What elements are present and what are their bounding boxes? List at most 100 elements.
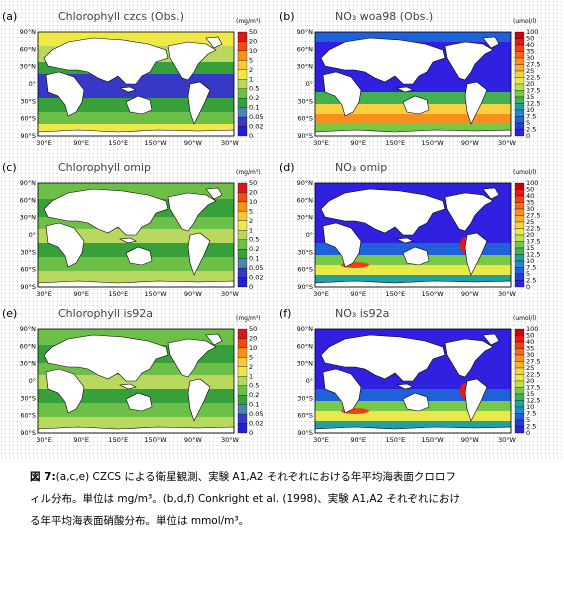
lon-tick-label: 150°W: [145, 436, 168, 444]
lon-tick-label: 90°W: [461, 290, 480, 298]
colorbar-segment: [237, 395, 248, 405]
map-frame: [314, 182, 512, 288]
colorbar-segment: [514, 273, 525, 281]
colorbar-segment: [237, 328, 248, 339]
colorbar-tick-label: 0: [249, 429, 253, 437]
colorbar-segment: [514, 234, 525, 242]
lon-tick-label: 30°E: [36, 290, 52, 298]
colorbar-segment: [237, 41, 248, 52]
colorbar-segment: [514, 38, 525, 46]
colorbar-tick-label: 7.5: [526, 113, 536, 121]
colorbar-tick-label: 100: [526, 325, 538, 333]
colorbar-tick-label: 20: [526, 231, 534, 239]
colorbar-tick-label: 50: [249, 179, 257, 187]
colorbar-segment: [514, 419, 525, 427]
colorbar-tick-label: 100: [526, 179, 538, 187]
colorbar-tick-label: 50: [249, 325, 257, 333]
colorbar-segment: [514, 221, 525, 229]
lon-tick-label: 150°W: [422, 290, 445, 298]
colorbar-tick-label: 22.5: [526, 371, 540, 379]
panel-title: NO₃ woa98 (Obs.): [335, 10, 433, 23]
colorbar-tick-label: 10: [526, 106, 534, 114]
lat-tick-label: 90°N: [297, 325, 314, 333]
lon-tick-label: 30°E: [313, 139, 329, 147]
colorbar-tick-label: 0.2: [249, 94, 259, 102]
colorbar-tick-label: 35: [526, 345, 534, 353]
colorbar-tick-label: 1: [249, 226, 253, 234]
lat-tick-label: 90°N: [297, 179, 314, 187]
colorbar-segment: [514, 215, 525, 223]
colorbar-segment: [514, 400, 525, 408]
colorbar-segment: [514, 57, 525, 65]
colorbar-tick-label: 10: [249, 47, 257, 55]
panel-label: (c): [2, 161, 17, 174]
colorbar-tick-label: 0.5: [249, 236, 259, 244]
lat-tick-label: 30°S: [297, 248, 313, 256]
colorbar-segment: [514, 328, 525, 336]
colorbar-tick-label: 22.5: [526, 74, 540, 82]
lat-tick-label: 30°S: [20, 248, 36, 256]
lat-tick-label: 60°N: [20, 45, 37, 53]
colorbar-segment: [514, 426, 525, 434]
colorbar-tick-label: 2: [249, 217, 253, 225]
colorbar-tick-label: 0.02: [249, 123, 263, 131]
colorbar-segment: [514, 182, 525, 190]
colorbar-segment: [237, 192, 248, 203]
colorbar-segment: [514, 335, 525, 343]
lat-tick-label: 30°S: [20, 394, 36, 402]
colorbar-segment: [514, 208, 525, 216]
colorbar-segment: [514, 267, 525, 275]
colorbar-segment: [514, 202, 525, 210]
colorbar-segment: [514, 280, 525, 288]
colorbar-segment: [514, 189, 525, 197]
lon-tick-label: 30°W: [498, 139, 517, 147]
lat-tick-label: 30°S: [297, 394, 313, 402]
lat-tick-label: 60°S: [297, 115, 313, 123]
lon-tick-label: 90°E: [350, 436, 366, 444]
colorbar-tick-label: 22.5: [526, 225, 540, 233]
colorbar-segment: [237, 376, 248, 386]
colorbar-tick-label: 20: [249, 37, 257, 45]
colorbar-segment: [237, 98, 248, 108]
lat-tick-label: 60°N: [297, 196, 314, 204]
colorbar-segment: [237, 413, 248, 424]
ocean-band: [38, 375, 234, 389]
panel-title: Chlorophyll is92a: [58, 307, 153, 320]
colorbar-unit: (umol/l): [513, 315, 536, 322]
colorbar-segment: [514, 51, 525, 59]
colorbar-tick-label: 2: [249, 66, 253, 74]
lat-tick-label: 90°S: [20, 429, 36, 437]
colorbar-segment: [237, 220, 248, 231]
figure-caption: 図 7:(a,c,e) CZCS による衛星観測、実験 A1,A2 それぞれにお…: [30, 466, 550, 532]
lat-tick-label: 90°S: [20, 283, 36, 291]
colorbar-segment: [514, 70, 525, 78]
colorbar-segment: [237, 31, 248, 42]
colorbar-tick-label: 50: [526, 35, 534, 43]
caption-line-2: ィル分布。単位は mg/m³。(b,d,f) Conkright et al. …: [30, 493, 461, 505]
lat-tick-label: 90°N: [20, 325, 37, 333]
map-panel: 90°N 60°N 30°N 0° 30°S 60°S 90°S30°E 90°E 150°E 1…: [2, 307, 263, 444]
map-frame: [37, 31, 235, 137]
colorbar-segment: [237, 230, 248, 240]
ocean-band: [38, 229, 234, 243]
colorbar-tick-label: 27.5: [526, 61, 540, 69]
panel-label: (b): [279, 10, 295, 23]
colorbar-tick-label: 50: [526, 186, 534, 194]
lon-tick-label: 30°W: [221, 290, 240, 298]
lat-tick-label: 90°N: [20, 179, 37, 187]
lat-tick-label: 30°N: [20, 63, 37, 71]
map-panel: 90°N 60°N 30°N 0° 30°S 60°S 90°S30°E 90°E 150°E 1…: [2, 10, 263, 147]
colorbar-segment: [514, 109, 525, 117]
map-panel: 90°N 60°N 30°N 0° 30°S 60°S 90°S30°E 90°E 150°E 1…: [279, 307, 540, 444]
colorbar-tick-label: 10: [526, 257, 534, 265]
lat-tick-label: 30°S: [297, 97, 313, 105]
colorbar-tick-label: 100: [526, 28, 538, 36]
colorbar-tick-label: 0: [249, 283, 253, 291]
colorbar-tick-label: 0: [249, 132, 253, 140]
colorbar-tick-label: 17.5: [526, 384, 540, 392]
colorbar-tick-label: 0.05: [249, 264, 263, 272]
colorbar-tick-label: 2.5: [526, 277, 536, 285]
colorbar-tick-label: 27.5: [526, 358, 540, 366]
panel-label: (a): [2, 10, 17, 23]
lon-tick-label: 90°E: [350, 139, 366, 147]
